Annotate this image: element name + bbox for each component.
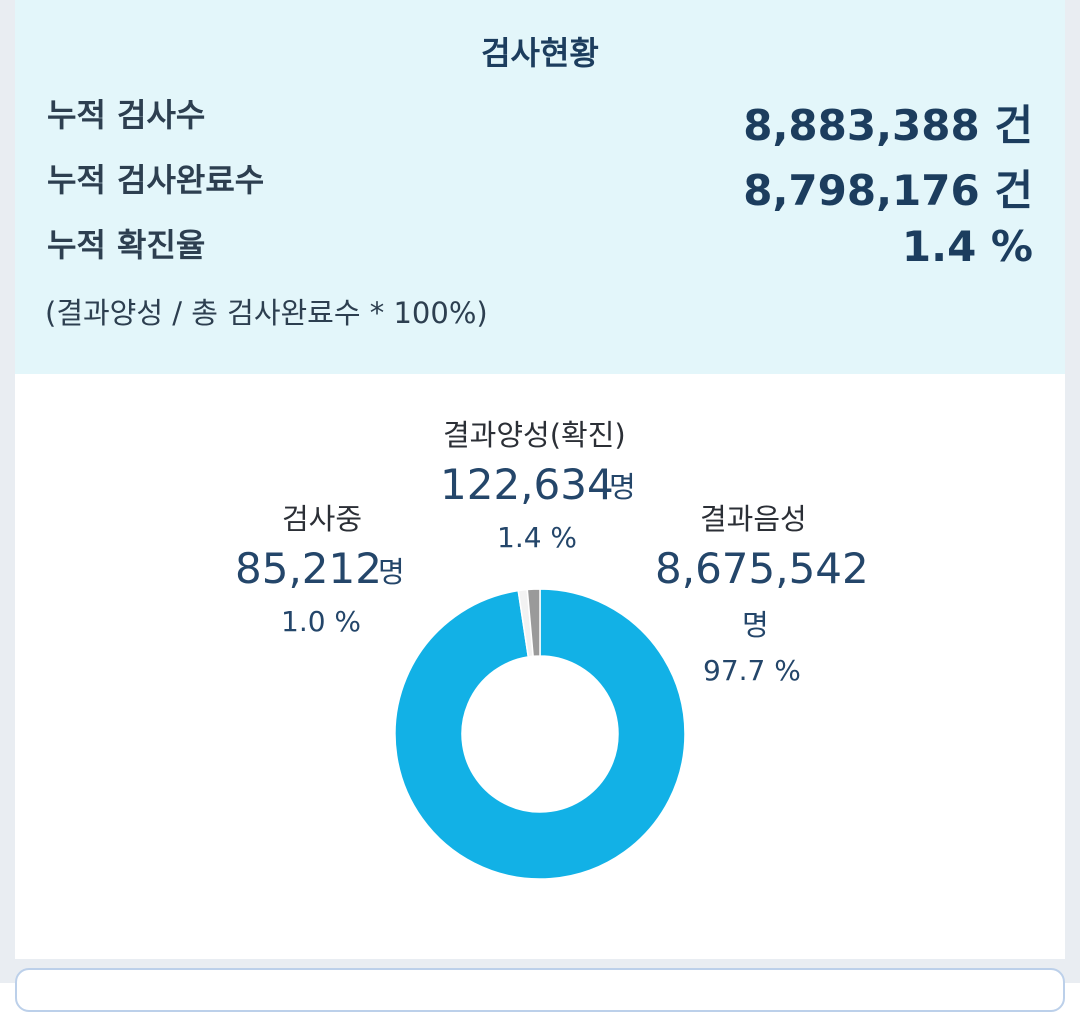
pending-slice-percent: 1.0 %: [281, 605, 362, 638]
cumulative-tests-value: 8,883,388 건: [743, 101, 1033, 150]
positive-slice-count: 122,634: [440, 460, 614, 509]
positive-slice: [526, 588, 541, 658]
summary-title: 검사현황: [481, 34, 599, 72]
cumulative-positive-rate-value: 1.4 %: [901, 222, 1033, 271]
pending-slice-count: 85,212: [235, 544, 382, 593]
positive-slice-name: 결과양성(확진): [443, 418, 626, 452]
pending-slice-unit: 명: [378, 555, 405, 589]
cumulative-completed-label: 누적 검사완료수: [47, 161, 265, 199]
next-section-card: [15, 968, 1065, 1012]
donut-chart: [394, 588, 686, 880]
negative-slice: [394, 588, 686, 880]
negative-slice-count: 8,675,542: [655, 544, 869, 593]
positive-slice-percent: 1.4 %: [497, 521, 578, 554]
negative-slice-percent: 97.7 %: [703, 654, 801, 687]
cumulative-completed-value: 8,798,176 건: [743, 166, 1033, 215]
test-status-summary: 검사현황 누적 검사수 8,883,388 건 누적 검사완료수 8,798,1…: [15, 0, 1065, 374]
pending-slice-name: 검사중: [282, 502, 363, 536]
negative-slice-name: 결과음성: [700, 502, 807, 536]
positive-rate-formula: (결과양성 / 총 검사완료수 * 100%): [45, 296, 488, 330]
positive-slice-unit: 명: [609, 470, 636, 504]
negative-slice-unit: 명: [742, 608, 769, 642]
test-result-chart-panel: 결과양성(확진) 122,634 명 1.4 % 검사중 85,212 명 1.…: [15, 374, 1065, 959]
cumulative-tests-label: 누적 검사수: [47, 96, 206, 134]
cumulative-positive-rate-label: 누적 확진율: [47, 226, 206, 264]
